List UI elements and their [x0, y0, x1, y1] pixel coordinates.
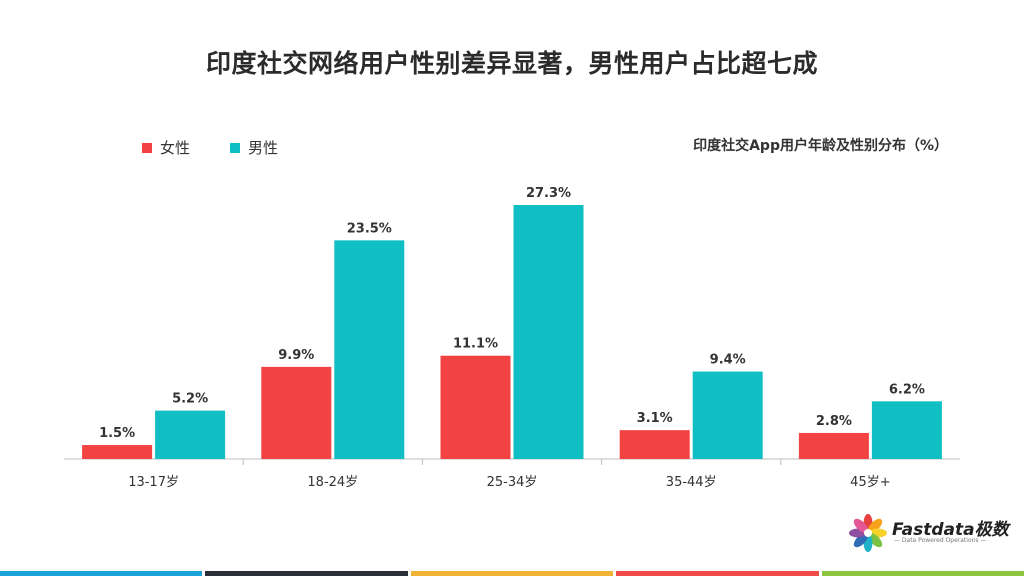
- data-label-male-1: 5.2%: [172, 392, 208, 407]
- x-tick-label: 35-44岁: [666, 475, 717, 490]
- data-label-male-5: 6.2%: [889, 382, 925, 397]
- x-tick-label: 18-24岁: [307, 475, 358, 490]
- data-label-male-4: 9.4%: [710, 353, 746, 368]
- data-label-male-3: 27.3%: [526, 186, 571, 201]
- bottom-color-bar: [0, 571, 1024, 576]
- bottom-bar-segment: [821, 571, 1024, 576]
- x-tick-label: 13-17岁: [128, 475, 179, 490]
- bar-female-3: [440, 355, 511, 459]
- x-tick-label: 25-34岁: [487, 475, 538, 490]
- bottom-bar-segment: [616, 571, 819, 576]
- data-label-female-4: 3.1%: [637, 411, 673, 426]
- logo-petal: [867, 518, 883, 534]
- bar-female-5: [798, 432, 869, 459]
- legend-item-male: 男性: [230, 137, 278, 158]
- logo-petal: [853, 518, 869, 534]
- data-label-female-2: 9.9%: [278, 348, 314, 363]
- fastdata-logo: Fastdata极数 — Data Powered Operations —: [848, 513, 1009, 553]
- chart-title: 印度社交网络用户性别差异显著，男性用户占比超七成: [205, 49, 818, 78]
- logo-petal: [867, 532, 883, 548]
- legend-swatch-female: [142, 142, 152, 153]
- bottom-bar-segment: [410, 571, 614, 576]
- data-label-female-3: 11.1%: [453, 337, 498, 352]
- data-label-female-1: 1.5%: [99, 426, 135, 441]
- bar-female-1: [82, 445, 153, 459]
- legend-swatch-male: [230, 142, 241, 153]
- legend-label-male: 男性: [248, 139, 279, 157]
- legend: 女性 男性: [142, 137, 278, 158]
- bottom-bar-segment: [0, 571, 203, 576]
- bar-female-4: [619, 430, 690, 459]
- legend-item-female: 女性: [142, 137, 190, 158]
- logo-flower-icon: [849, 514, 887, 552]
- legend-label-female: 女性: [160, 139, 191, 157]
- data-label-female-5: 2.8%: [816, 414, 852, 429]
- data-label-male-2: 23.5%: [347, 221, 392, 236]
- logo-tagline: — Data Powered Operations —: [894, 537, 987, 544]
- logo-center: [864, 529, 872, 537]
- bottom-bar-segment: [205, 571, 408, 576]
- bar-male-3: [513, 205, 584, 459]
- logo-petal: [853, 532, 869, 548]
- bar-male-2: [334, 240, 405, 459]
- bar-male-5: [871, 401, 942, 459]
- x-tick-label: 45岁+: [850, 475, 890, 490]
- logo-text: Fastdata极数: [892, 520, 1009, 540]
- bar-male-1: [155, 410, 226, 459]
- bar-female-2: [261, 366, 332, 459]
- chart-subtitle: 印度社交App用户年龄及性别分布（%）: [693, 138, 948, 154]
- bar-male-4: [692, 371, 763, 459]
